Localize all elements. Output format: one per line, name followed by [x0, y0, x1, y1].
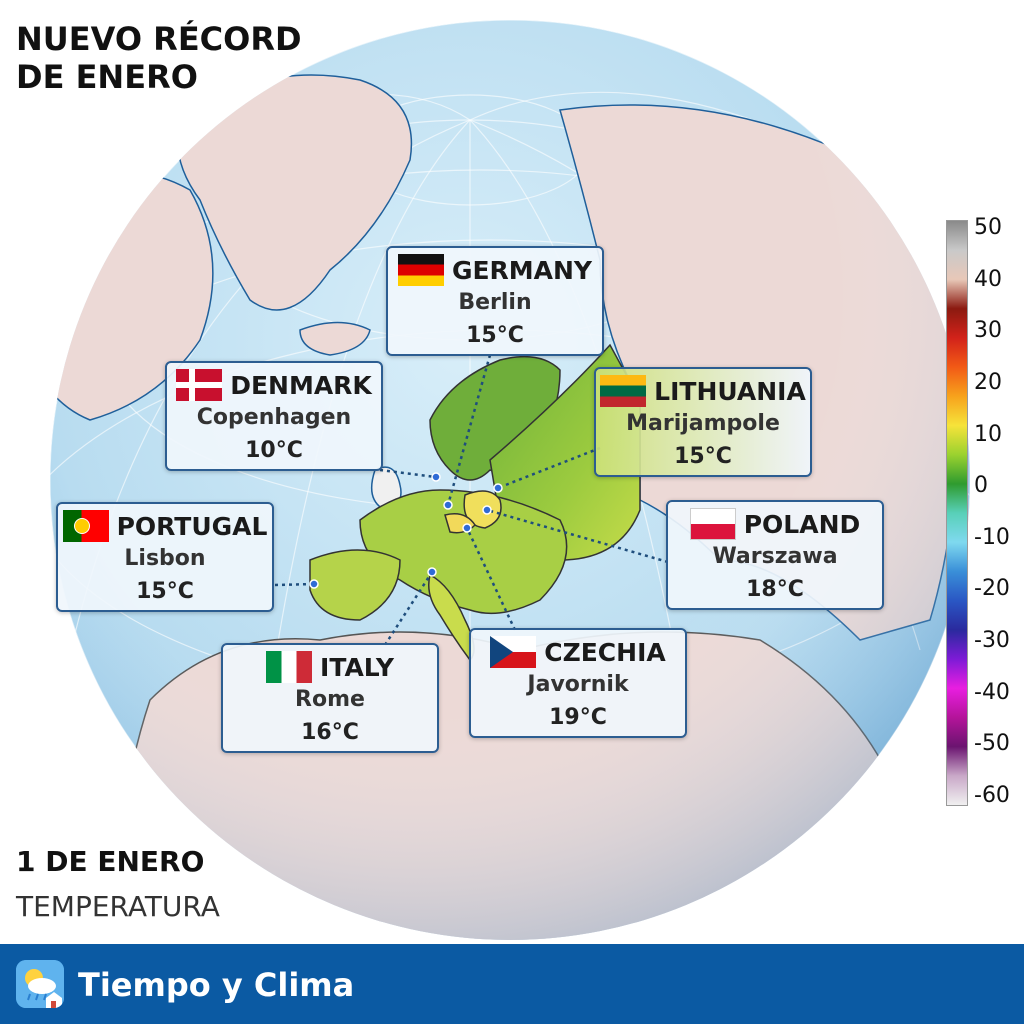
record-card-poland: POLAND Warszawa 18°C [666, 500, 884, 610]
scale-tick-label: 40 [974, 266, 1002, 292]
country-name: DENMARK [230, 370, 372, 400]
city-name: Rome [295, 687, 365, 712]
record-temperature: 15°C [136, 579, 194, 604]
record-card-lithuania: LITHUANIA Marijampole 15°C [594, 367, 812, 477]
record-temperature: 16°C [301, 720, 359, 745]
germany-flag-icon [397, 254, 444, 286]
italy-flag-icon [266, 651, 313, 683]
city-name: Lisbon [124, 546, 206, 571]
scale-tick-label: -10 [974, 524, 1010, 550]
lithuania-flag-icon [600, 375, 647, 407]
record-card-czechia: CZECHIA Javornik 19°C [469, 628, 687, 738]
weather-app-logo-icon [16, 960, 64, 1008]
scale-tick-label: 0 [974, 473, 988, 499]
portugal-flag-icon [62, 510, 109, 542]
country-name: LITHUANIA [654, 376, 806, 406]
country-name: ITALY [320, 652, 394, 682]
country-name: CZECHIA [544, 637, 666, 667]
country-name: GERMANY [451, 255, 593, 285]
brand-name: Tiempo y Clima [78, 966, 355, 1004]
scale-tick-label: -50 [974, 731, 1010, 757]
city-name: Berlin [458, 290, 532, 315]
leader-lines [274, 354, 669, 646]
record-card-italy: ITALY Rome 16°C [221, 643, 439, 753]
variable-label: TEMPERATURA [16, 890, 220, 923]
scale-tick-label: 50 [974, 215, 1002, 240]
city-name: Marijampole [626, 411, 780, 436]
city-name: Warszawa [712, 544, 838, 569]
scale-tick-label: -40 [974, 679, 1010, 705]
record-temperature: 15°C [674, 444, 732, 469]
date-label: 1 DE ENERO [16, 845, 205, 878]
record-card-germany: GERMANY Berlin 15°C [386, 246, 604, 356]
record-card-denmark: DENMARK Copenhagen 10°C [165, 361, 383, 471]
scale-tick-label: -60 [974, 783, 1010, 808]
denmark-flag-icon [176, 369, 223, 401]
scale-tick-label: 20 [974, 369, 1002, 395]
record-temperature: 10°C [245, 438, 303, 463]
country-name: PORTUGAL [116, 511, 268, 541]
title-line-1: NUEVO RÉCORD [16, 20, 302, 58]
footer-bar: Tiempo y Clima [0, 944, 1024, 1024]
temperature-color-scale [946, 220, 968, 806]
poland-flag-icon [689, 508, 736, 540]
record-temperature: 19°C [549, 705, 607, 730]
record-card-portugal: PORTUGAL Lisbon 15°C [56, 502, 274, 612]
scale-tick-label: 30 [974, 318, 1002, 344]
page-title: NUEVO RÉCORD DE ENERO [16, 20, 302, 96]
record-temperature: 15°C [466, 323, 524, 348]
city-name: Javornik [527, 672, 629, 697]
record-temperature: 18°C [746, 577, 804, 602]
czechia-flag-icon [490, 636, 537, 668]
title-line-2: DE ENERO [16, 58, 198, 96]
scale-tick-label: 10 [974, 421, 1002, 447]
city-name: Copenhagen [196, 405, 352, 430]
scale-tick-label: -20 [974, 576, 1010, 602]
country-name: POLAND [743, 509, 861, 539]
scale-tick-label: -30 [974, 628, 1010, 654]
city-dots [309, 472, 503, 589]
